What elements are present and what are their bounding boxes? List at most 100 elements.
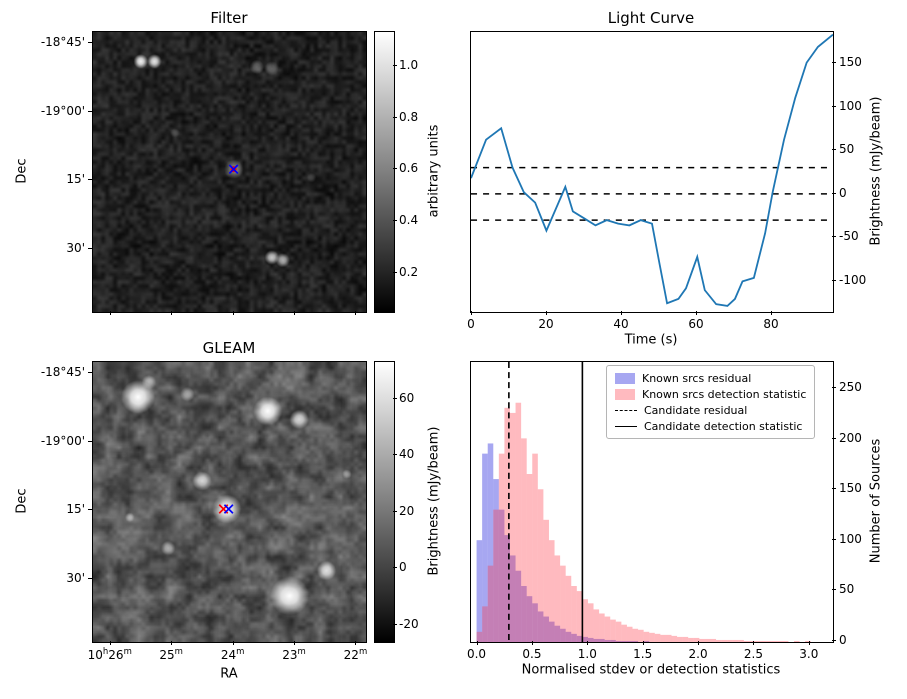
tick-label: 100 bbox=[839, 98, 862, 113]
tick-label: 30' bbox=[66, 571, 85, 585]
tick-mark bbox=[546, 311, 547, 315]
tick-mark bbox=[832, 62, 836, 64]
tick-label: 0 bbox=[399, 560, 407, 575]
light-curve-panel-title: Light Curve bbox=[607, 9, 695, 27]
tick-label: 50 bbox=[839, 582, 855, 597]
histogram-plot bbox=[476, 362, 811, 642]
tick-mark bbox=[393, 220, 397, 222]
tick-mark bbox=[832, 105, 836, 107]
tick-mark bbox=[832, 236, 836, 238]
gleam-ylabel: Dec bbox=[14, 488, 30, 514]
tick-label: 3.0 bbox=[799, 647, 819, 661]
tick-label: 2.0 bbox=[688, 647, 708, 661]
light-curve-xlabel: Time (s) bbox=[624, 332, 678, 348]
tick-mark bbox=[171, 311, 173, 315]
tick-label: 1.0 bbox=[577, 647, 597, 661]
tick-label: 30' bbox=[66, 241, 85, 255]
tick-label: 40 bbox=[613, 317, 629, 331]
tick-mark bbox=[88, 372, 92, 374]
tick-mark bbox=[753, 641, 755, 645]
tick-label: 150 bbox=[839, 55, 862, 70]
tick-label: -19°00' bbox=[40, 433, 85, 448]
filter-sky-image bbox=[93, 32, 366, 312]
tick-label: 100 bbox=[839, 531, 862, 546]
tick-label: -100 bbox=[839, 272, 867, 287]
legend-label-known-detstat: Known srcs detection statistic bbox=[642, 387, 807, 401]
tick-mark bbox=[88, 42, 92, 44]
legend-item-candidate-residual: Candidate residual bbox=[615, 402, 806, 418]
tick-label: 15' bbox=[66, 172, 85, 187]
tick-mark bbox=[88, 440, 92, 442]
legend-item-known-detstat: Known srcs detection statistic bbox=[615, 386, 806, 402]
tick-label: 22m bbox=[343, 647, 368, 662]
legend: Known srcs residual Known srcs detection… bbox=[606, 365, 816, 439]
tick-mark bbox=[88, 179, 92, 181]
tick-mark bbox=[393, 116, 397, 118]
filter-panel-title: Filter bbox=[210, 9, 248, 27]
tick-mark bbox=[232, 311, 234, 315]
tick-label: 60 bbox=[399, 390, 415, 405]
tick-label: 1.5 bbox=[633, 647, 653, 661]
tick-label: 0.8 bbox=[399, 109, 419, 124]
gleam-axes bbox=[92, 361, 367, 643]
tick-mark bbox=[294, 641, 296, 645]
gleam-panel-title: GLEAM bbox=[202, 339, 256, 357]
tick-label: 0.2 bbox=[399, 265, 419, 280]
tick-label: 0.4 bbox=[399, 213, 419, 228]
tick-mark bbox=[88, 248, 92, 249]
tick-label: 0 bbox=[839, 633, 847, 647]
light-curve-ylabel: Brightness (mJy/beam) bbox=[868, 96, 884, 246]
tick-mark bbox=[832, 279, 836, 281]
histogram-xlabel: Normalised stdev or detection statistics bbox=[521, 662, 781, 678]
tick-mark bbox=[88, 110, 92, 112]
legend-item-known-residual: Known srcs residual bbox=[615, 370, 806, 386]
tick-label: 80 bbox=[763, 317, 779, 331]
tick-label: 10h26m bbox=[87, 647, 132, 662]
candidate-residual-line-swatch bbox=[615, 409, 637, 411]
tick-mark bbox=[832, 387, 836, 389]
tick-label: 0.0 bbox=[466, 647, 487, 661]
tick-mark bbox=[808, 641, 810, 645]
tick-mark bbox=[587, 641, 589, 645]
filter-colorbar-label: arbitrary units bbox=[426, 124, 442, 218]
tick-mark bbox=[171, 641, 173, 645]
gleam-colorbar-label: Brightness (mJy/beam) bbox=[426, 426, 442, 576]
tick-mark bbox=[832, 192, 836, 194]
tick-mark bbox=[832, 538, 836, 540]
tick-label: 40 bbox=[399, 447, 415, 462]
tick-label: 1.0 bbox=[399, 57, 419, 72]
legend-label-candidate-detstat: Candidate detection statistic bbox=[644, 419, 803, 433]
tick-mark bbox=[698, 641, 700, 645]
tick-label: 0 bbox=[467, 317, 475, 331]
tick-mark bbox=[471, 311, 472, 315]
tick-label: -19°00' bbox=[40, 103, 85, 118]
tick-mark bbox=[393, 168, 397, 170]
tick-mark bbox=[355, 311, 357, 315]
legend-item-candidate-detstat: Candidate detection statistic bbox=[615, 418, 806, 434]
tick-mark bbox=[393, 454, 397, 456]
tick-label: 200 bbox=[839, 430, 862, 445]
tick-label: -50 bbox=[839, 229, 859, 244]
tick-label: 60 bbox=[688, 317, 704, 331]
tick-mark bbox=[771, 311, 772, 315]
tick-mark bbox=[393, 510, 397, 512]
tick-label: 25m bbox=[159, 647, 183, 662]
tick-label: 2.5 bbox=[743, 647, 763, 661]
tick-mark bbox=[393, 397, 397, 399]
tick-mark bbox=[88, 509, 92, 511]
tick-mark bbox=[696, 311, 697, 315]
tick-label: 23m bbox=[282, 647, 306, 662]
tick-mark bbox=[531, 641, 533, 645]
known-residual-swatch bbox=[615, 372, 635, 384]
filter-ylabel: Dec bbox=[14, 158, 30, 184]
tick-mark bbox=[476, 641, 478, 645]
tick-label: 0.6 bbox=[399, 161, 419, 176]
tick-mark bbox=[109, 641, 111, 645]
known-detstat-swatch bbox=[615, 388, 635, 400]
tick-mark bbox=[832, 589, 836, 591]
light-curve-axes bbox=[470, 31, 834, 313]
gleam-colorbar bbox=[374, 361, 395, 643]
legend-label-known-residual: Known srcs residual bbox=[642, 371, 752, 385]
tick-mark bbox=[393, 624, 397, 626]
